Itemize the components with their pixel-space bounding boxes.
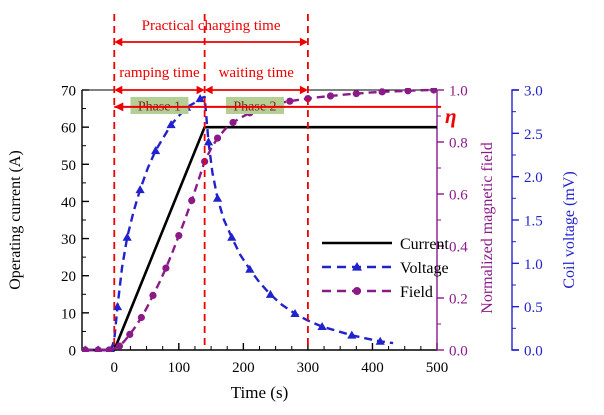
data-point-marker (378, 88, 386, 96)
voltage-axis-tick-label: 0.0 (524, 344, 543, 360)
series-line-voltage (85, 95, 394, 352)
legend-item-current: Current (322, 236, 449, 253)
phase-badge-phase2: Phase 2 (225, 97, 284, 115)
data-point-marker (265, 289, 276, 298)
phase-badge-background (225, 97, 284, 114)
x-axis-tick-label: 200 (232, 360, 255, 376)
x-axis-tick-label: 500 (426, 360, 449, 376)
data-point-marker (162, 264, 170, 272)
voltage-axis-tick-label: 3.0 (524, 84, 543, 100)
field-axis-tick-label: 0.6 (449, 188, 468, 204)
data-point-marker (105, 346, 113, 352)
span-arrow-ramping-time (114, 85, 205, 95)
legend-swatch-marker (352, 262, 362, 271)
legend-label: Field (400, 284, 433, 301)
data-point-marker (166, 120, 176, 129)
span-arrow-waiting-time (204, 85, 308, 95)
data-point-marker (82, 346, 89, 352)
left-axis-tick-label: 20 (61, 269, 76, 285)
left-axis-tick-label: 60 (61, 121, 76, 137)
data-point-marker (227, 232, 237, 241)
left-axis-tick-label: 40 (61, 195, 76, 211)
voltage-axis-tick-label: 1.0 (524, 257, 543, 273)
data-point-marker (352, 90, 360, 98)
phase-badge-phase1: Phase 1 (130, 97, 189, 115)
voltage-axis-tick-label: 2.5 (524, 127, 543, 143)
axes-layer: 0 10 20 30 40 50 60 70 Operating current (A) 0 100… (7, 84, 578, 403)
left-axis-tick-label: 0 (69, 344, 77, 360)
data-point-marker (317, 322, 327, 330)
data-point-marker (175, 232, 183, 240)
phase-badge-background (130, 97, 189, 114)
x-axis-tick-label: 100 (168, 360, 191, 376)
x-axis-label: Time (s) (231, 383, 288, 402)
legend-item-field: Field (322, 284, 433, 301)
legend-item-voltage: Voltage (322, 260, 449, 277)
left-axis-tick-label: 70 (61, 84, 76, 100)
data-point-marker (94, 346, 102, 352)
data-point-marker (347, 330, 357, 339)
x-axis-tick-label: 400 (361, 360, 384, 376)
eta-symbol-label: η (445, 104, 457, 128)
series-line-field (85, 88, 434, 352)
data-point-marker (203, 137, 214, 146)
series-layer (82, 88, 437, 352)
data-point-marker (126, 330, 134, 338)
voltage-axis-tick-label: 2.0 (524, 170, 543, 186)
data-point-marker (286, 97, 294, 105)
voltage-axis-tick-label: 1.5 (524, 214, 543, 230)
left-axis-label: Operating current (A) (7, 150, 24, 290)
data-point-marker (229, 118, 237, 127)
data-point-marker (213, 134, 222, 142)
legend-swatch-marker (353, 287, 361, 295)
left-axis-tick-label: 50 (61, 158, 76, 174)
data-point-marker (195, 94, 205, 103)
data-point-marker (375, 336, 385, 345)
data-point-marker (245, 264, 255, 273)
data-point-marker (326, 92, 335, 100)
eta-arrow-head (114, 102, 124, 112)
data-point-marker (122, 232, 132, 241)
legend-group: Current Voltage Field (322, 236, 449, 301)
span-label-ramping-time: ramping time (119, 65, 200, 81)
data-point-marker (135, 185, 145, 194)
data-point-marker (112, 302, 123, 311)
data-point-marker (404, 88, 412, 95)
series-voltage (82, 94, 394, 352)
x-axis-tick-label: 0 (111, 360, 119, 376)
series-field (82, 88, 437, 352)
x-axis-tick-label: 300 (297, 360, 320, 376)
data-point-marker (137, 313, 145, 322)
voltage-axis-tick-label: 0.5 (524, 300, 543, 316)
left-axis-tick-label: 10 (61, 306, 76, 322)
data-point-marker (290, 309, 300, 317)
field-axis-tick-label: 1.0 (449, 84, 468, 100)
data-point-marker (149, 291, 157, 299)
span-label-practical-charging-time: Practical charging time (142, 18, 281, 34)
legend-label: Voltage (400, 260, 449, 277)
left-axis-tick-label: 30 (61, 232, 76, 248)
field-axis-tick-label: 0.4 (449, 240, 468, 256)
annotations-layer: Practical charging time ramping time waiti… (113, 14, 457, 350)
field-axis-tick-label: 0.8 (449, 136, 468, 152)
data-point-marker (188, 196, 196, 205)
field-axis-tick-label: 0.0 (449, 344, 468, 360)
field-axis-label: Normalized magnetic field (479, 142, 496, 313)
data-point-marker (115, 342, 124, 350)
legend-label: Current (400, 236, 449, 253)
voltage-axis-label: Coil voltage (mV) (561, 171, 578, 288)
field-axis-tick-label: 0.2 (449, 292, 468, 308)
span-label-waiting-time: waiting time (219, 65, 295, 81)
span-arrow-practical-charging-time (114, 37, 308, 47)
data-point-marker (212, 193, 223, 202)
data-point-marker (150, 146, 161, 155)
data-point-marker (430, 88, 437, 94)
